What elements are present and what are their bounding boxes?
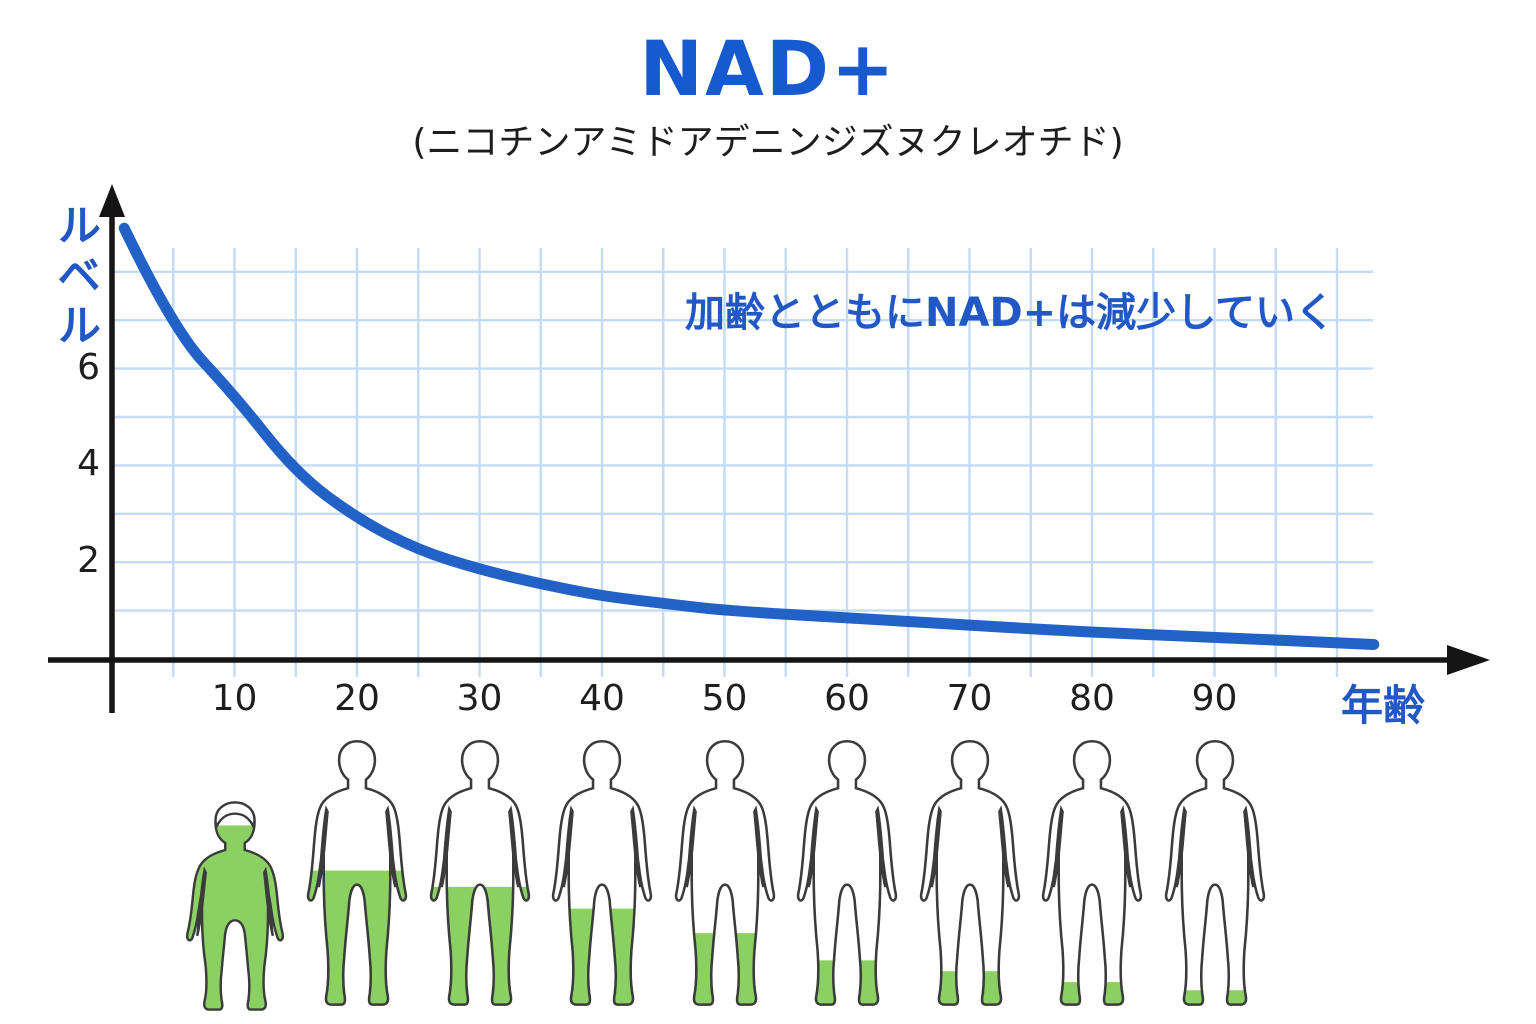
x-tick-label: 50 (701, 678, 748, 719)
x-tick-label: 60 (824, 678, 870, 719)
x-axis-label: 年齢 (1341, 681, 1426, 730)
adult-silhouette-icon (1041, 739, 1143, 1006)
nad-fill-level (186, 825, 283, 1010)
nad-fill-level (308, 870, 406, 1005)
body-outline (796, 739, 898, 1006)
y-axis-label: ルベル (49, 202, 100, 352)
nad-fill-level (1165, 990, 1264, 1005)
body-outline (551, 739, 653, 1006)
x-tick-label: 10 (211, 678, 258, 719)
nad-fill-level (553, 908, 651, 1005)
nad-fill-level (430, 886, 529, 1005)
adult-silhouette-icon (306, 739, 408, 1006)
x-axis-arrow-icon (1447, 645, 1490, 675)
x-tick-label: 20 (334, 678, 380, 719)
adult-silhouette-icon (1164, 739, 1265, 1006)
body-outline (185, 801, 284, 1011)
adult-silhouette-icon (919, 739, 1020, 1006)
nad-fill-level (920, 971, 1019, 1005)
human-figure-age-20 (293, 739, 421, 1016)
chart-annotation: 加齢とともにNAD+は減少していく (685, 290, 1335, 336)
x-tick-label: 30 (456, 678, 503, 719)
nad-level-curve (118, 222, 1380, 650)
page-title: NAD+ (639, 24, 897, 113)
human-figure-age-70 (906, 739, 1034, 1016)
adult-silhouette-icon (796, 739, 898, 1006)
y-tick-label: 4 (77, 443, 100, 485)
adult-silhouette-icon (429, 739, 530, 1006)
nad-fill-level (1043, 982, 1141, 1005)
x-tick-label: 70 (946, 678, 993, 719)
human-figure-age-90 (1151, 739, 1279, 1016)
body-outline (429, 739, 530, 1006)
body-outline (306, 739, 408, 1006)
body-outline (919, 739, 1020, 1006)
nad-fill-level (798, 960, 896, 1005)
adult-silhouette-icon (674, 739, 775, 1006)
nad-fill-level (675, 933, 774, 1005)
body-outline (1164, 739, 1265, 1006)
body-outline (1041, 739, 1143, 1006)
human-figure-age-30 (416, 739, 544, 1016)
child-silhouette-icon (185, 801, 284, 1011)
y-tick-label: 6 (77, 346, 100, 388)
human-figure-age-50 (661, 739, 789, 1016)
page-subtitle: (ニコチンアミドアデニンジズヌクレオチド) (412, 122, 1124, 163)
adult-silhouette-icon (551, 739, 653, 1006)
child-hair (213, 801, 256, 829)
y-tick-label: 2 (77, 540, 100, 582)
human-figure-age-80 (1028, 739, 1156, 1016)
x-tick-label: 80 (1069, 678, 1115, 719)
x-tick-label: 90 (1191, 678, 1238, 719)
human-figure-age-40 (538, 739, 666, 1016)
human-figure-age-60 (783, 739, 911, 1016)
x-tick-label: 40 (579, 678, 625, 719)
body-outline (674, 739, 775, 1006)
human-figure-age-10 (174, 800, 296, 1016)
y-axis-arrow-icon (99, 184, 125, 217)
